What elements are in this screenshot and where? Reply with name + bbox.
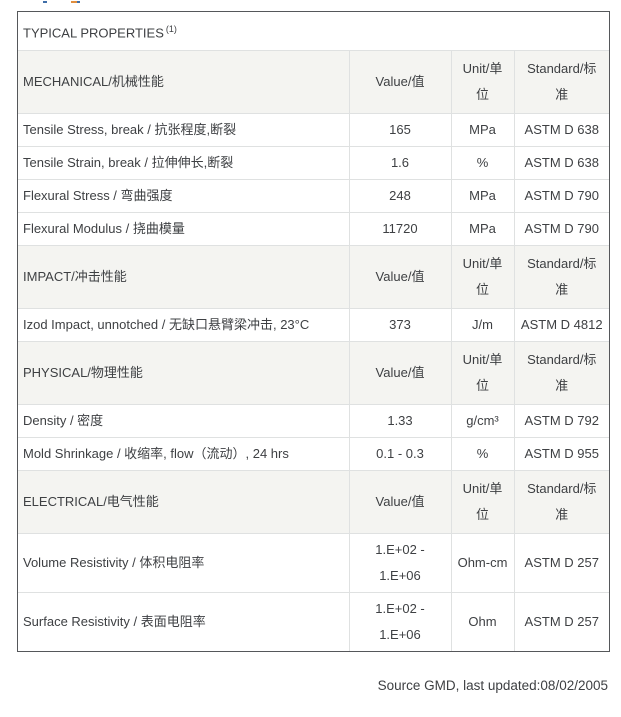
property-unit-cell: Ohm-cm (450, 533, 514, 593)
table-title-row: TYPICAL PROPERTIES (1) (18, 12, 609, 51)
property-standard-cell: ASTM D 4812 (513, 308, 609, 342)
property-row: Izod Impact, unnotched / 无缺口悬臂梁冲击, 23°C … (18, 308, 609, 342)
section-header-row: MECHANICAL/机械性能 Value/值 Unit/单位 Standard… (18, 50, 609, 114)
property-unit-cell: Ohm (450, 592, 514, 652)
section-header-label: ELECTRICAL/电气性能 (18, 470, 349, 534)
property-value-cell: 1.E+02 - 1.E+06 (348, 592, 451, 652)
property-value-cell: 1.6 (348, 146, 451, 180)
property-standard-cell: ASTM D 955 (513, 437, 609, 471)
property-unit-cell: MPa (450, 113, 514, 147)
column-header-standard: Standard/标准 (513, 470, 609, 534)
property-name-cell: Flexural Modulus / 挠曲模量 (18, 212, 349, 246)
table-title-cell: TYPICAL PROPERTIES (1) (18, 12, 609, 51)
cropped-text-remnant (43, 1, 47, 3)
property-name-cell: Tensile Stress, break / 抗张程度,断裂 (18, 113, 349, 147)
property-unit-cell: % (450, 437, 514, 471)
property-unit-cell: g/cm³ (450, 404, 514, 438)
section-header-label: MECHANICAL/机械性能 (18, 50, 349, 114)
property-row: Tensile Strain, break / 拉伸伸长,断裂 1.6 % AS… (18, 146, 609, 180)
property-row: Flexural Stress / 弯曲强度 248 MPa ASTM D 79… (18, 179, 609, 213)
property-value-cell: 248 (348, 179, 451, 213)
property-value-cell: 0.1 - 0.3 (348, 437, 451, 471)
properties-table: TYPICAL PROPERTIES (1) MECHANICAL/机械性能 Va… (18, 12, 609, 652)
section-header-row: ELECTRICAL/电气性能 Value/值 Unit/单位 Standard… (18, 470, 609, 534)
property-standard-cell: ASTM D 257 (513, 533, 609, 593)
column-header-unit: Unit/单位 (450, 470, 514, 534)
property-name-cell: Volume Resistivity / 体积电阻率 (18, 533, 349, 593)
column-header-value: Value/值 (348, 341, 451, 405)
column-header-value: Value/值 (348, 50, 451, 114)
property-standard-cell: ASTM D 257 (513, 592, 609, 652)
column-header-value: Value/值 (348, 245, 451, 309)
property-name-cell: Surface Resistivity / 表面电阻率 (18, 592, 349, 652)
column-header-unit: Unit/单位 (450, 50, 514, 114)
property-unit-cell: MPa (450, 179, 514, 213)
property-row: Surface Resistivity / 表面电阻率 1.E+02 - 1.E… (18, 592, 609, 652)
section-header-row: PHYSICAL/物理性能 Value/值 Unit/单位 Standard/标… (18, 341, 609, 405)
property-standard-cell: ASTM D 792 (513, 404, 609, 438)
property-row: Volume Resistivity / 体积电阻率 1.E+02 - 1.E+… (18, 533, 609, 593)
property-name-cell: Tensile Strain, break / 拉伸伸长,断裂 (18, 146, 349, 180)
cropped-text-remnant (77, 1, 80, 3)
property-name-cell: Density / 密度 (18, 404, 349, 438)
property-standard-cell: ASTM D 638 (513, 146, 609, 180)
property-value-cell: 1.E+02 - 1.E+06 (348, 533, 451, 593)
property-standard-cell: ASTM D 638 (513, 113, 609, 147)
property-row: Mold Shrinkage / 收缩率, flow（流动）, 24 hrs 0… (18, 437, 609, 471)
column-header-standard: Standard/标准 (513, 50, 609, 114)
property-row: Tensile Stress, break / 抗张程度,断裂 165 MPa … (18, 113, 609, 147)
section-header-label: PHYSICAL/物理性能 (18, 341, 349, 405)
column-header-unit: Unit/单位 (450, 341, 514, 405)
property-name-cell: Flexural Stress / 弯曲强度 (18, 179, 349, 213)
property-standard-cell: ASTM D 790 (513, 212, 609, 246)
section-header-label: IMPACT/冲击性能 (18, 245, 349, 309)
column-header-value: Value/值 (348, 470, 451, 534)
property-row: Flexural Modulus / 挠曲模量 11720 MPa ASTM D… (18, 212, 609, 246)
column-header-standard: Standard/标准 (513, 341, 609, 405)
property-standard-cell: ASTM D 790 (513, 179, 609, 213)
property-unit-cell: MPa (450, 212, 514, 246)
property-value-cell: 165 (348, 113, 451, 147)
section-header-row: IMPACT/冲击性能 Value/值 Unit/单位 Standard/标准 (18, 245, 609, 309)
property-unit-cell: % (450, 146, 514, 180)
property-value-cell: 373 (348, 308, 451, 342)
property-unit-cell: J/m (450, 308, 514, 342)
table-title-footnote-marker: (1) (165, 24, 177, 34)
column-header-standard: Standard/标准 (513, 245, 609, 309)
property-value-cell: 1.33 (348, 404, 451, 438)
cropped-text-remnant (71, 1, 77, 3)
property-value-cell: 11720 (348, 212, 451, 246)
property-row: Density / 密度 1.33 g/cm³ ASTM D 792 (18, 404, 609, 438)
property-name-cell: Izod Impact, unnotched / 无缺口悬臂梁冲击, 23°C (18, 308, 349, 342)
column-header-unit: Unit/单位 (450, 245, 514, 309)
property-name-cell: Mold Shrinkage / 收缩率, flow（流动）, 24 hrs (18, 437, 349, 471)
typical-properties-table: TYPICAL PROPERTIES (1) MECHANICAL/机械性能 Va… (17, 11, 610, 653)
source-note: Source GMD, last updated:08/02/2005 (377, 678, 608, 693)
table-title: TYPICAL PROPERTIES (23, 25, 164, 41)
